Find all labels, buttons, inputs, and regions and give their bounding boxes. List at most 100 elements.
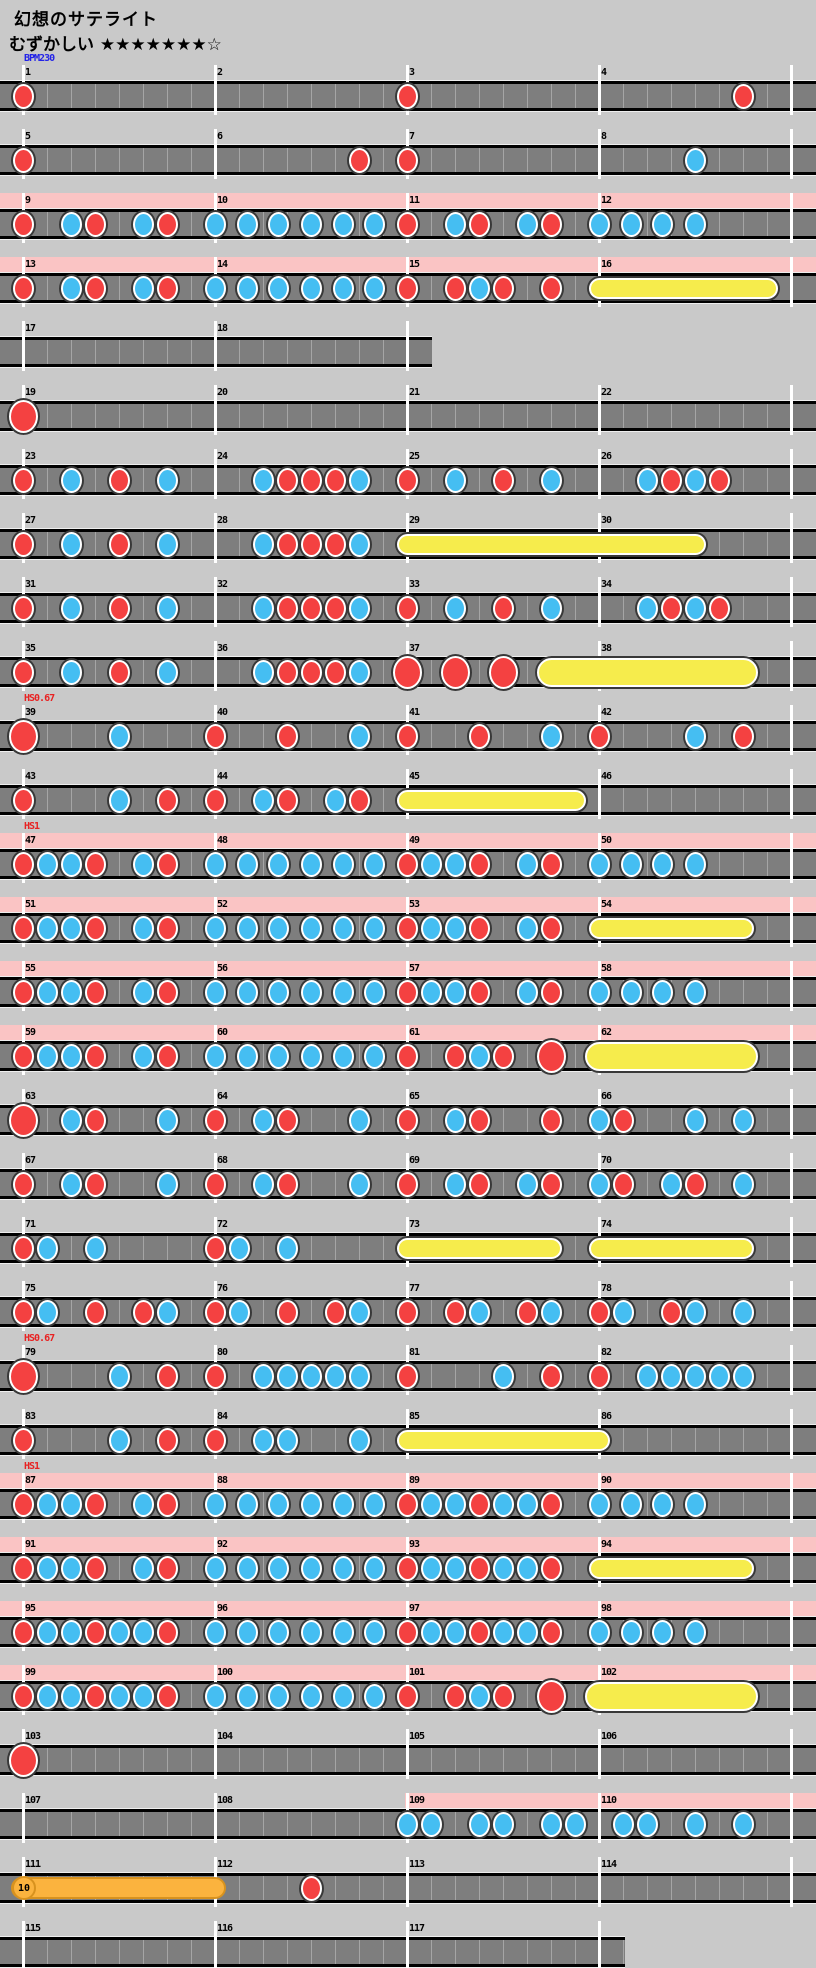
beat-cell-line: [119, 148, 120, 172]
beat-cell-line: [503, 1300, 504, 1324]
don-note: [396, 1043, 418, 1069]
beat-cell-line: [767, 468, 768, 492]
ka-note: [332, 979, 354, 1005]
measure-line: [790, 769, 793, 819]
big-don-note: [8, 1103, 38, 1137]
ka-note: [364, 851, 386, 877]
beat-cell-line: [575, 724, 576, 748]
beat-cell-line: [47, 660, 48, 684]
beat-cell-line: [551, 1940, 552, 1964]
don-note: [204, 1107, 226, 1133]
beat-cell-line: [119, 1172, 120, 1196]
ka-note: [516, 1491, 538, 1517]
measure-line: [214, 321, 217, 371]
beat-cell-line: [119, 1748, 120, 1772]
beat-cell-line: [383, 1428, 384, 1452]
beat-cell-line: [647, 1108, 648, 1132]
ka-note: [540, 723, 562, 749]
measure-number: 23: [25, 451, 36, 462]
ka-note: [36, 1235, 58, 1261]
beat-cell-line: [743, 1620, 744, 1644]
measure-line: [790, 1793, 793, 1843]
ka-note: [492, 1619, 514, 1645]
beat-cell-line: [527, 1108, 528, 1132]
beat-cell-line: [311, 1748, 312, 1772]
don-note: [540, 851, 562, 877]
beat-cell-line: [119, 84, 120, 108]
ka-note: [36, 1299, 58, 1325]
measure-number: 63: [25, 1091, 36, 1102]
beat-cell-line: [647, 148, 648, 172]
measure-number: 71: [25, 1219, 36, 1230]
beat-cell-line: [551, 148, 552, 172]
beat-cell-line: [119, 1492, 120, 1516]
ka-note: [612, 1299, 634, 1325]
measure-line: [790, 513, 793, 563]
don-note: [492, 1683, 514, 1709]
beat-cell-line: [719, 980, 720, 1004]
beat-cell-line: [431, 1300, 432, 1324]
beat-cell-line: [455, 148, 456, 172]
ka-note: [204, 1683, 226, 1709]
beat-cell-line: [239, 660, 240, 684]
ka-note: [660, 1171, 682, 1197]
measure-line: [214, 65, 217, 115]
beat-cell-line: [719, 1172, 720, 1196]
beat-cell-line: [191, 1748, 192, 1772]
ka-note: [60, 1171, 82, 1197]
beat-cell-line: [47, 1364, 48, 1388]
measure-number: 111: [25, 1859, 41, 1870]
beat-cell-line: [431, 468, 432, 492]
measure-line: [598, 1921, 601, 1968]
measure-row-lane: [0, 1937, 625, 1967]
ka-note: [60, 1619, 82, 1645]
beat-cell-line: [767, 724, 768, 748]
ka-note: [108, 723, 130, 749]
ka-note: [364, 1555, 386, 1581]
measure-number: 81: [409, 1347, 420, 1358]
beat-cell-line: [455, 1364, 456, 1388]
ka-note: [420, 851, 442, 877]
beat-cell-line: [719, 404, 720, 428]
beat-cell-line: [359, 852, 360, 876]
don-note: [84, 851, 106, 877]
don-note: [12, 275, 34, 301]
beat-cell-line: [479, 660, 480, 684]
beat-cell-line: [71, 1940, 72, 1964]
ka-note: [36, 1491, 58, 1517]
measure-line: [790, 257, 793, 307]
beat-cell-line: [335, 1172, 336, 1196]
beat-cell-line: [143, 148, 144, 172]
beat-cell-line: [767, 1428, 768, 1452]
beat-cell-line: [191, 1364, 192, 1388]
beat-cell-line: [719, 1108, 720, 1132]
beat-cell-line: [647, 1172, 648, 1196]
ka-note: [652, 851, 674, 877]
measure-number: 15: [409, 259, 420, 270]
ka-note: [268, 1043, 290, 1069]
ka-note: [516, 979, 538, 1005]
measure-number: 99: [25, 1667, 36, 1678]
drumroll-note: [588, 1237, 754, 1259]
ka-note: [60, 1043, 82, 1069]
ka-note: [468, 1683, 490, 1709]
beat-cell-line: [431, 212, 432, 236]
measure-number: 4: [601, 67, 607, 78]
beat-cell-line: [47, 1812, 48, 1836]
ka-note: [60, 595, 82, 621]
beat-cell-line: [719, 212, 720, 236]
measure-number: 90: [601, 1475, 612, 1486]
bpm-label: BPM230: [24, 53, 55, 64]
beat-cell-line: [479, 1364, 480, 1388]
beat-cell-line: [455, 1812, 456, 1836]
ka-note: [132, 915, 154, 941]
don-note: [468, 1619, 490, 1645]
ka-note: [540, 1299, 562, 1325]
beat-cell-line: [551, 84, 552, 108]
beat-cell-line: [311, 1300, 312, 1324]
beat-cell-line: [743, 1876, 744, 1900]
ka-note: [108, 1427, 130, 1453]
beat-cell-line: [335, 1876, 336, 1900]
measure-number: 62: [601, 1027, 612, 1038]
beat-cell-line: [431, 660, 432, 684]
